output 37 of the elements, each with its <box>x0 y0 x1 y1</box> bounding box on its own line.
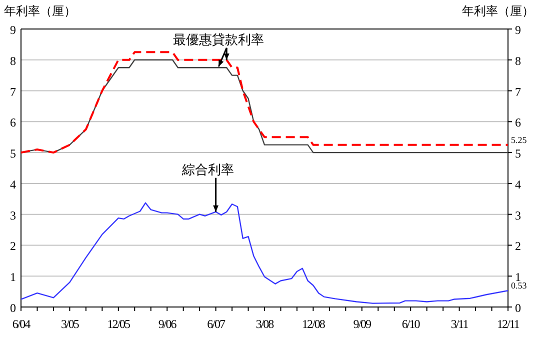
annotation: 5.25 <box>511 134 528 145</box>
y-tick-label: 9 <box>10 23 16 37</box>
y-axis-title: 年利率（厘） <box>4 4 76 18</box>
y-tick-label: 3 <box>10 208 16 222</box>
x-tick-label: 3/08 <box>256 317 274 331</box>
y2-tick-label: 8 <box>515 54 521 68</box>
x-tick-label: 9/06 <box>158 317 177 331</box>
x-tick-label: 6/04 <box>12 317 31 331</box>
y2-tick-label: 4 <box>515 177 521 192</box>
x-tick-label: 12/08 <box>302 317 326 331</box>
y-tick-label: 1 <box>10 270 16 284</box>
annotation: 0.53 <box>511 280 528 291</box>
y-tick-label: 0 <box>10 301 16 315</box>
x-tick-label: 3/05 <box>61 317 80 331</box>
y2-tick-label: 0 <box>515 301 521 315</box>
x-tick-label: 6/10 <box>402 317 420 331</box>
annotation: 綜合利率 <box>180 162 234 177</box>
y-tick-label: 4 <box>10 177 16 192</box>
y-tick-label: 5 <box>10 146 16 161</box>
y2-tick-label: 7 <box>515 84 521 99</box>
y-tick-label: 2 <box>10 239 16 254</box>
x-tick-label: 12/11 <box>497 317 520 331</box>
y-tick-label: 6 <box>10 116 16 130</box>
y2-tick-label: 6 <box>515 116 521 130</box>
x-tick-label: 3/11 <box>450 317 469 331</box>
y2-tick-label: 2 <box>515 239 521 254</box>
y-tick-label: 7 <box>10 84 16 99</box>
y2-tick-label: 9 <box>515 23 521 37</box>
y-tick-label: 8 <box>10 54 16 68</box>
x-tick-label: 6/07 <box>207 317 226 331</box>
y2-tick-label: 5 <box>515 146 521 161</box>
x-tick-label: 9/09 <box>353 317 372 331</box>
x-tick-label: 12/05 <box>107 317 131 331</box>
line-series <box>20 202 509 304</box>
y2-tick-label: 3 <box>515 208 521 222</box>
y2-axis-title: 年利率（厘） <box>462 4 534 18</box>
annotation: 最優惠貸款利率 <box>173 32 264 47</box>
